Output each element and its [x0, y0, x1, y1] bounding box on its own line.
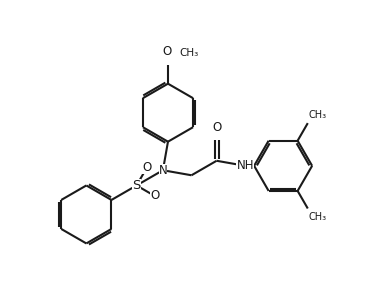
Text: S: S: [132, 179, 141, 192]
Text: O: O: [162, 45, 171, 58]
Text: O: O: [212, 120, 221, 134]
Text: O: O: [150, 190, 159, 202]
Text: CH₃: CH₃: [308, 212, 327, 222]
Text: N: N: [159, 164, 167, 177]
Text: O: O: [142, 161, 152, 174]
Text: NH: NH: [236, 159, 254, 172]
Text: CH₃: CH₃: [180, 48, 199, 58]
Text: CH₃: CH₃: [308, 110, 327, 120]
